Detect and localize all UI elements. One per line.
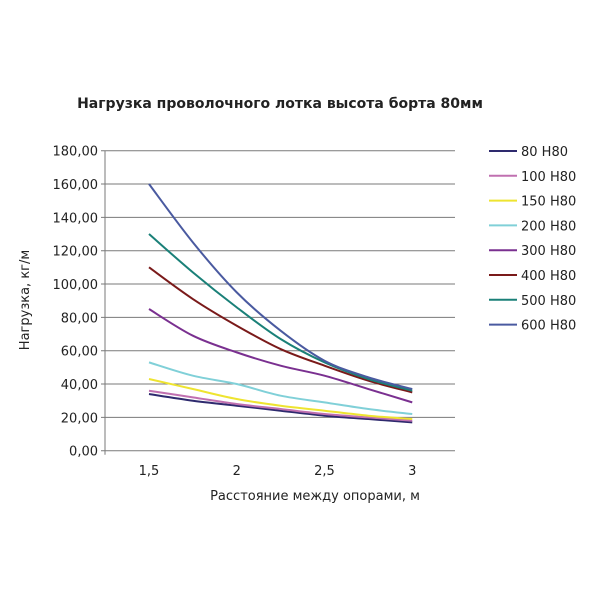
series-line-600-h80 [148,183,413,390]
y-tick-label: 40,00 [61,378,98,393]
y-tick-label: 120,00 [53,245,99,260]
series-line-400-h80 [148,266,413,394]
y-tick-label: 20,00 [61,411,98,426]
legend-label: 300 H80 [521,244,576,259]
series-line-300-h80 [148,308,413,404]
y-tick-label: 80,00 [61,311,98,326]
chart-title: Нагрузка проволочного лотка высота борта… [77,96,483,112]
x-tick-label: 2 [233,464,241,479]
x-tick-label: 2,5 [314,464,335,479]
legend-label: 100 H80 [521,170,576,185]
y-tick-label: 140,00 [53,211,99,226]
legend-label: 400 H80 [521,269,576,284]
y-tick-label: 100,00 [53,278,99,293]
y-tick-label: 60,00 [61,345,98,360]
legend-label: 500 H80 [521,294,576,309]
series-line-80-h80 [148,393,413,424]
y-tick-label: 160,00 [53,178,99,193]
series-line-150-h80 [148,378,413,421]
y-tick-label: 0,00 [69,445,98,460]
legend-label: 80 H80 [521,145,568,160]
series-line-100-h80 [148,389,413,422]
legend-label: 600 H80 [521,319,576,334]
legend-label: 200 H80 [521,219,576,234]
y-tick-label: 180,00 [53,145,99,160]
x-tick-label: 3 [408,464,416,479]
series-line-200-h80 [148,361,413,416]
x-tick-label: 1,5 [139,464,160,479]
legend-label: 150 H80 [521,195,576,210]
x-axis-title: Расстояние между опорами, м [210,489,420,504]
series-line-500-h80 [148,233,413,392]
y-axis-title: Нагрузка, кг/м [18,250,33,350]
